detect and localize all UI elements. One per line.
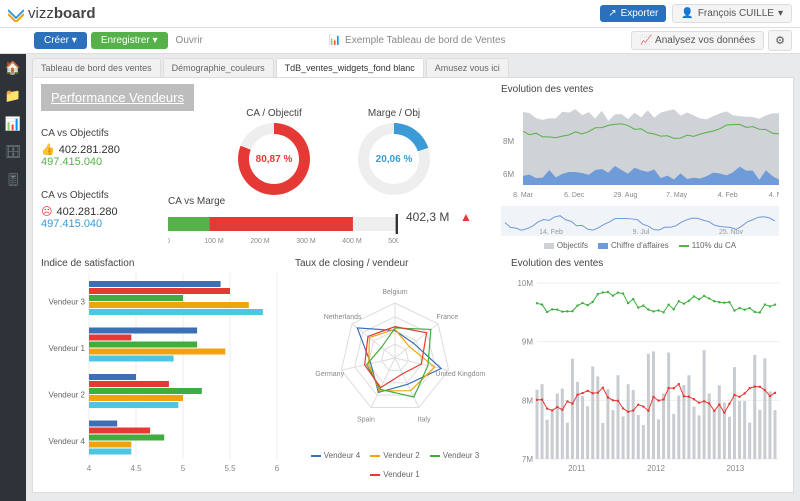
svg-text:14. Feb: 14. Feb: [539, 229, 563, 236]
settings-button[interactable]: ⚙: [768, 30, 792, 51]
svg-text:5: 5: [181, 464, 186, 473]
panel-evo2: Evolution des ventes 10M9M8M7M2011201220…: [511, 258, 779, 476]
svg-text:6. Dec: 6. Dec: [564, 192, 585, 199]
dashboard-title: 📊 Exemple Tableau de bord de Ventes: [203, 35, 632, 46]
svg-text:France: France: [436, 314, 458, 321]
svg-text:2013: 2013: [726, 464, 744, 473]
svg-text:200 M: 200 M: [250, 238, 270, 245]
nav-dashboard-icon[interactable]: 📊: [5, 116, 21, 132]
user-menu[interactable]: 👤 François CUILLE ▾: [672, 4, 792, 23]
topbar: vizzboard ↗ Exporter 👤 François CUILLE ▾: [0, 0, 800, 28]
tab[interactable]: Démographie_couleurs: [163, 58, 274, 77]
radar-chart: Belgium France United Kingdom Italy Spain Ger…: [295, 273, 495, 448]
chevron-down-icon: ▾: [778, 8, 783, 19]
svg-text:10M: 10M: [517, 279, 533, 288]
svg-text:29. Aug: 29. Aug: [614, 192, 638, 199]
analyze-button[interactable]: 📈 Analysez vos données: [631, 31, 764, 50]
panel-evo1: Evolution des ventes 8M6M8. Mar6. Dec29.…: [501, 84, 779, 250]
svg-text:Vendeur 4: Vendeur 4: [49, 437, 86, 446]
svg-text:9M: 9M: [522, 338, 533, 347]
svg-text:8. Mar: 8. Mar: [513, 192, 534, 199]
gear-icon: ⚙: [775, 35, 785, 47]
svg-text:Vendeur 1: Vendeur 1: [49, 344, 86, 353]
evo1-spark[interactable]: 14. Feb 9. Jul 25. Nov: [501, 206, 779, 236]
nav-folder-icon[interactable]: 📁: [5, 88, 21, 104]
satisfaction-chart: 4 4.5 5 5.5 6 Vendeur 3 Vendeur 1 Vendeur 2 Vend…: [41, 273, 281, 473]
bullet-chart: 0 100 M 200 M 300 M 400 M 500 M: [168, 211, 398, 245]
svg-text:7M: 7M: [522, 455, 533, 464]
thumb-up-icon: 👍: [41, 143, 55, 156]
alert-icon: ▲: [460, 210, 472, 224]
svg-text:Spain: Spain: [357, 416, 375, 423]
svg-text:9. Jul: 9. Jul: [633, 229, 650, 236]
panel-ca-marge: CA vs Marge 0100 M200 M300 M400 M500 M 4…: [168, 196, 488, 248]
export-label: Exporter: [621, 8, 659, 19]
tabs: Tableau de bord des ventesDémographie_co…: [32, 58, 794, 77]
svg-text:4. Feb: 4. Feb: [718, 192, 738, 199]
svg-text:4.5: 4.5: [130, 464, 142, 473]
panel-kpi1: CA vs Objectifs 👍402.281.280 497.415.040: [41, 128, 120, 168]
sad-face-icon: ☹: [41, 205, 52, 218]
bullet-summary: 402,3 M: [406, 210, 449, 224]
svg-text:0: 0: [168, 238, 170, 245]
svg-text:7. May: 7. May: [666, 192, 688, 199]
svg-text:Germany: Germany: [315, 371, 344, 378]
user-icon: 👤: [681, 8, 693, 19]
siderail: 🏠 📁 📊 🗄 🎚: [0, 54, 26, 501]
panel-radar: Taux de closing / vendeur BelgiumFranceU…: [295, 258, 495, 479]
svg-text:6: 6: [275, 464, 280, 473]
svg-text:6M: 6M: [503, 170, 514, 179]
svg-text:2012: 2012: [647, 464, 665, 473]
svg-text:8M: 8M: [503, 137, 514, 146]
nav-home-icon[interactable]: 🏠: [5, 60, 21, 76]
chart-icon: 📊: [329, 35, 341, 46]
svg-text:United Kingdom: United Kingdom: [435, 371, 485, 378]
nav-database-icon[interactable]: 🗄: [5, 144, 22, 160]
svg-text:Vendeur 2: Vendeur 2: [49, 390, 86, 399]
content: Tableau de bord des ventesDémographie_co…: [26, 54, 800, 501]
svg-text:Belgium: Belgium: [382, 289, 407, 296]
logo-text-bold: board: [54, 5, 96, 22]
svg-text:4. Nov: 4. Nov: [769, 192, 779, 199]
svg-text:4: 4: [87, 464, 92, 473]
user-name: François CUILLE: [698, 8, 774, 19]
svg-text:25. Nov: 25. Nov: [719, 229, 744, 236]
panel-kpi2: CA vs Objectifs ☹402.281.280 497.415.040: [41, 190, 118, 230]
export-button[interactable]: ↗ Exporter: [600, 5, 666, 22]
evo1-chart: 8M 6M 8. Mar 6. Dec 29. Aug 7. May 4. Feb 4. No…: [501, 99, 779, 199]
tab[interactable]: TdB_ventes_widgets_fond blanc: [276, 58, 424, 77]
create-button[interactable]: Créer ▾: [34, 32, 87, 49]
tab[interactable]: Amusez vous ici: [426, 58, 509, 77]
svg-text:100 M: 100 M: [204, 238, 224, 245]
save-button[interactable]: Enregistrer ▾: [91, 32, 168, 49]
svg-text:8M: 8M: [522, 396, 533, 405]
svg-text:Italy: Italy: [418, 416, 431, 423]
toolbar: Créer ▾ Enregistrer ▾ Ouvrir 📊 Exemple T…: [0, 28, 800, 54]
panel-donut-ca: CA / Objectif 80,87 %: [238, 108, 310, 195]
evo1-legend: Objectifs Chiffre d'affaires 110% du CA: [501, 241, 779, 250]
evo2-chart: 10M 9M 8M 7M 2011 2012 2013: [511, 273, 779, 473]
main: 🏠 📁 📊 🗄 🎚 Tableau de bord des ventesDémo…: [0, 54, 800, 501]
svg-text:500 M: 500 M: [388, 238, 398, 245]
panel-perf-title: Performance Vendeurs: [41, 84, 194, 111]
svg-text:Netherlands: Netherlands: [324, 314, 362, 321]
radar-legend: Vendeur 4Vendeur 2Vendeur 3Vendeur 1: [295, 451, 495, 479]
perf-title: Performance Vendeurs: [41, 84, 194, 111]
board: Performance Vendeurs CA vs Objectifs 👍40…: [32, 77, 794, 493]
tab[interactable]: Tableau de bord des ventes: [32, 58, 161, 77]
panel-satisfaction: Indice de satisfaction 44.555.56Vendeur …: [41, 258, 281, 476]
donut-ca: 80,87 %: [238, 123, 310, 195]
svg-text:300 M: 300 M: [296, 238, 316, 245]
export-icon: ↗: [608, 8, 616, 19]
panel-donut-marge: Marge / Obj 20,06 %: [358, 108, 430, 195]
logo: vizzboard: [8, 5, 96, 22]
donut-marge: 20,06 %: [358, 123, 430, 195]
svg-text:Vendeur 3: Vendeur 3: [49, 297, 86, 306]
svg-text:5.5: 5.5: [224, 464, 236, 473]
logo-text-light: vizz: [28, 5, 54, 22]
svg-text:2011: 2011: [568, 464, 586, 473]
svg-text:400 M: 400 M: [342, 238, 362, 245]
nav-sliders-icon[interactable]: 🎚: [5, 172, 22, 188]
open-button[interactable]: Ouvrir: [176, 35, 203, 46]
